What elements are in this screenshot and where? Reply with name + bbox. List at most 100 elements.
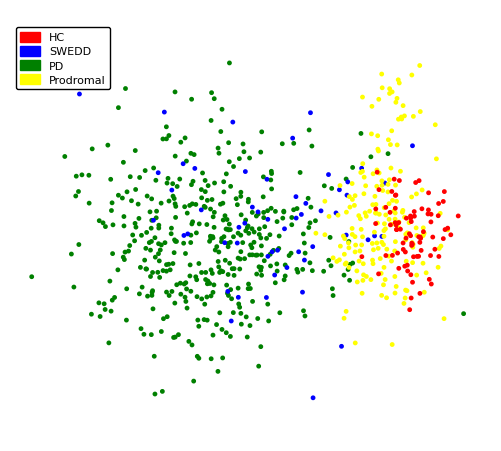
Point: [206, 118, 214, 125]
Point: [389, 176, 397, 184]
Point: [279, 208, 287, 215]
Point: [394, 219, 402, 226]
Point: [146, 209, 154, 216]
Point: [189, 377, 197, 385]
Point: [391, 221, 399, 229]
Point: [381, 226, 389, 233]
Point: [273, 218, 281, 226]
Point: [163, 313, 171, 321]
Point: [340, 251, 348, 258]
Point: [356, 130, 364, 138]
Point: [293, 206, 301, 213]
Point: [374, 271, 382, 278]
Point: [257, 129, 265, 136]
Point: [172, 281, 180, 289]
Point: [362, 273, 370, 281]
Point: [114, 105, 122, 112]
Point: [329, 292, 337, 299]
Point: [153, 269, 161, 276]
Point: [347, 180, 355, 188]
Point: [142, 229, 150, 236]
Point: [283, 264, 291, 272]
Point: [382, 295, 390, 302]
Point: [377, 178, 385, 185]
Point: [152, 208, 160, 215]
Point: [294, 249, 302, 256]
Point: [123, 189, 131, 196]
Point: [157, 328, 165, 336]
Point: [387, 341, 395, 348]
Point: [226, 333, 234, 341]
Point: [252, 213, 260, 220]
Point: [229, 266, 237, 273]
Point: [205, 280, 213, 287]
Point: [169, 193, 177, 200]
Point: [241, 313, 249, 321]
Point: [194, 355, 202, 362]
Point: [150, 353, 158, 360]
Point: [208, 234, 216, 241]
Point: [384, 137, 392, 144]
Point: [170, 195, 178, 202]
Point: [387, 128, 395, 135]
Point: [363, 237, 371, 244]
Point: [142, 245, 150, 253]
Point: [376, 270, 384, 277]
Point: [262, 235, 270, 243]
Point: [358, 168, 366, 175]
Point: [146, 273, 154, 281]
Point: [301, 200, 309, 207]
Point: [443, 227, 451, 234]
Point: [257, 343, 265, 350]
Point: [127, 198, 135, 205]
Point: [446, 232, 454, 239]
Point: [357, 242, 365, 249]
Point: [262, 294, 270, 301]
Point: [233, 230, 241, 237]
Point: [159, 267, 167, 275]
Point: [216, 201, 224, 208]
Point: [218, 354, 226, 362]
Point: [225, 260, 233, 267]
Point: [246, 285, 254, 292]
Point: [154, 240, 162, 248]
Point: [380, 180, 388, 187]
Point: [221, 257, 229, 264]
Point: [212, 321, 220, 328]
Point: [371, 201, 379, 208]
Point: [357, 253, 365, 261]
Point: [342, 176, 350, 183]
Point: [379, 227, 387, 235]
Point: [418, 233, 426, 240]
Point: [201, 189, 209, 196]
Point: [200, 301, 208, 308]
Point: [223, 240, 231, 248]
Point: [400, 263, 408, 270]
Point: [434, 245, 442, 253]
Point: [264, 253, 272, 260]
Point: [75, 91, 83, 98]
Point: [407, 240, 415, 247]
Point: [219, 179, 227, 186]
Point: [421, 270, 429, 277]
Point: [307, 143, 315, 150]
Point: [233, 240, 241, 247]
Point: [411, 225, 419, 232]
Point: [370, 229, 378, 236]
Point: [224, 227, 232, 234]
Point: [372, 169, 380, 176]
Point: [243, 225, 251, 232]
Point: [384, 216, 392, 223]
Point: [225, 60, 233, 67]
Point: [415, 63, 423, 70]
Point: [350, 193, 358, 200]
Point: [408, 143, 416, 150]
Point: [394, 220, 402, 227]
Point: [214, 258, 222, 266]
Point: [229, 234, 237, 241]
Point: [423, 207, 431, 214]
Point: [431, 156, 439, 163]
Point: [169, 334, 177, 341]
Point: [224, 140, 232, 147]
Point: [229, 309, 237, 317]
